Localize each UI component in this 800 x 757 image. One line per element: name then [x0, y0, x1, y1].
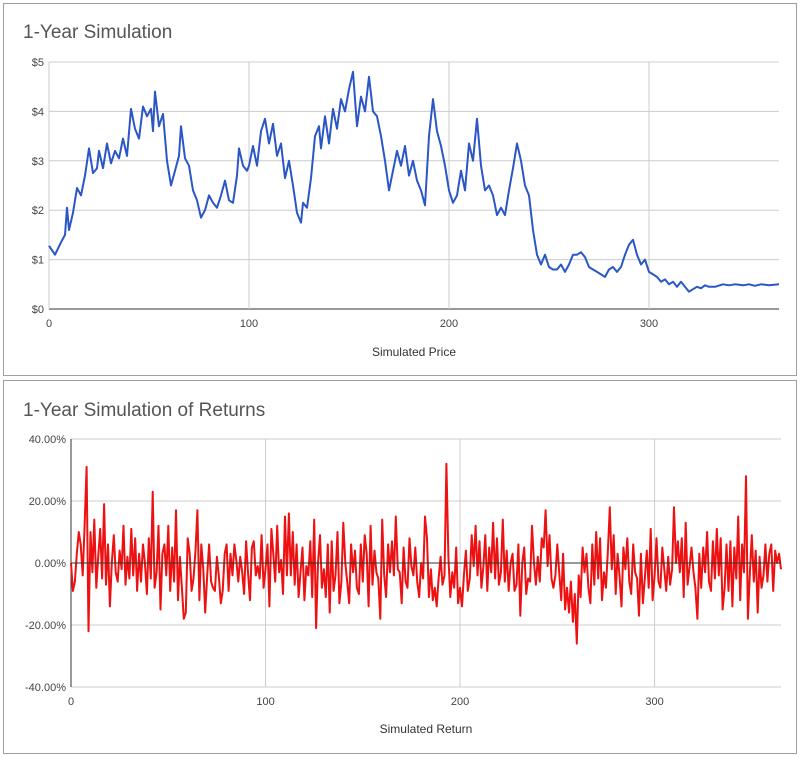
price-line-group [48, 70, 780, 293]
returns-chart: 1-Year Simulation of Returns -40.00% -20.… [23, 400, 782, 736]
y-tick-label: $1 [32, 255, 44, 267]
x-tick-label: 200 [440, 318, 458, 330]
y-tick-label: 20.00% [29, 496, 67, 508]
chart-panel-returns: 1-Year Simulation of Returns -40.00% -20.… [3, 380, 797, 754]
y-tick-label: 0.00% [35, 558, 66, 570]
y-tick-label: -40.00% [25, 682, 66, 694]
returns-line-group [70, 462, 782, 645]
x-tick-label: 100 [256, 696, 274, 708]
chart-panel-price: 1-Year Simulation $0 $1 $2 $3 $4 $5 0 100 200 300… [3, 3, 797, 376]
y-tick-label: 40.00% [29, 434, 67, 446]
series-line [70, 462, 782, 645]
y-tick-label: $0 [32, 304, 44, 316]
x-tick-label: 200 [451, 696, 469, 708]
x-tick-label: 100 [240, 318, 258, 330]
tick-labels: $0 $1 $2 $3 $4 $5 0 100 200 300 [32, 57, 658, 330]
x-tick-label: 0 [68, 696, 74, 708]
y-tick-label: -20.00% [25, 620, 66, 632]
y-tick-label: $5 [32, 57, 44, 69]
tick-labels: -40.00% -20.00% 0.00% 20.00% 40.00% 0 100 200 30… [25, 434, 664, 708]
x-axis-label: Simulated Return [380, 722, 473, 736]
x-axis-label: Simulated Price [372, 345, 456, 359]
chart-title: 1-Year Simulation of Returns [23, 400, 265, 421]
chart-title: 1-Year Simulation [23, 22, 172, 43]
x-tick-label: 0 [46, 318, 52, 330]
x-tick-label: 300 [640, 318, 658, 330]
x-tick-label: 300 [645, 696, 663, 708]
y-tick-label: $3 [32, 156, 44, 168]
y-tick-label: $4 [32, 106, 44, 118]
gridlines [48, 61, 779, 310]
price-chart: 1-Year Simulation $0 $1 $2 $3 $4 $5 0 100 200 300… [23, 22, 780, 359]
y-tick-label: $2 [32, 205, 44, 217]
series-line [48, 70, 780, 293]
